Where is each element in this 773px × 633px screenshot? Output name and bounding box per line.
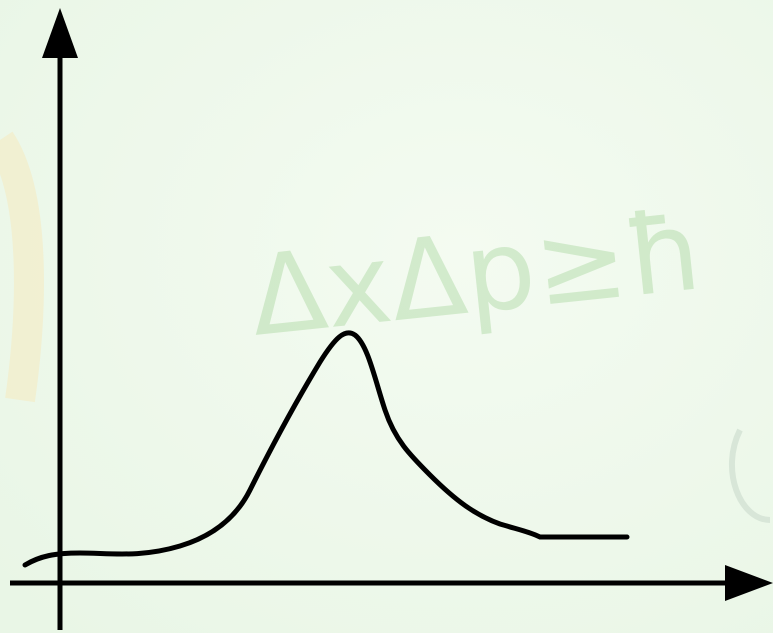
sketch: ΔxΔp≥ħ xyxy=(0,0,773,633)
page: ΔxΔp≥ħ (() => { const data = JSON.parse(… xyxy=(0,0,773,633)
